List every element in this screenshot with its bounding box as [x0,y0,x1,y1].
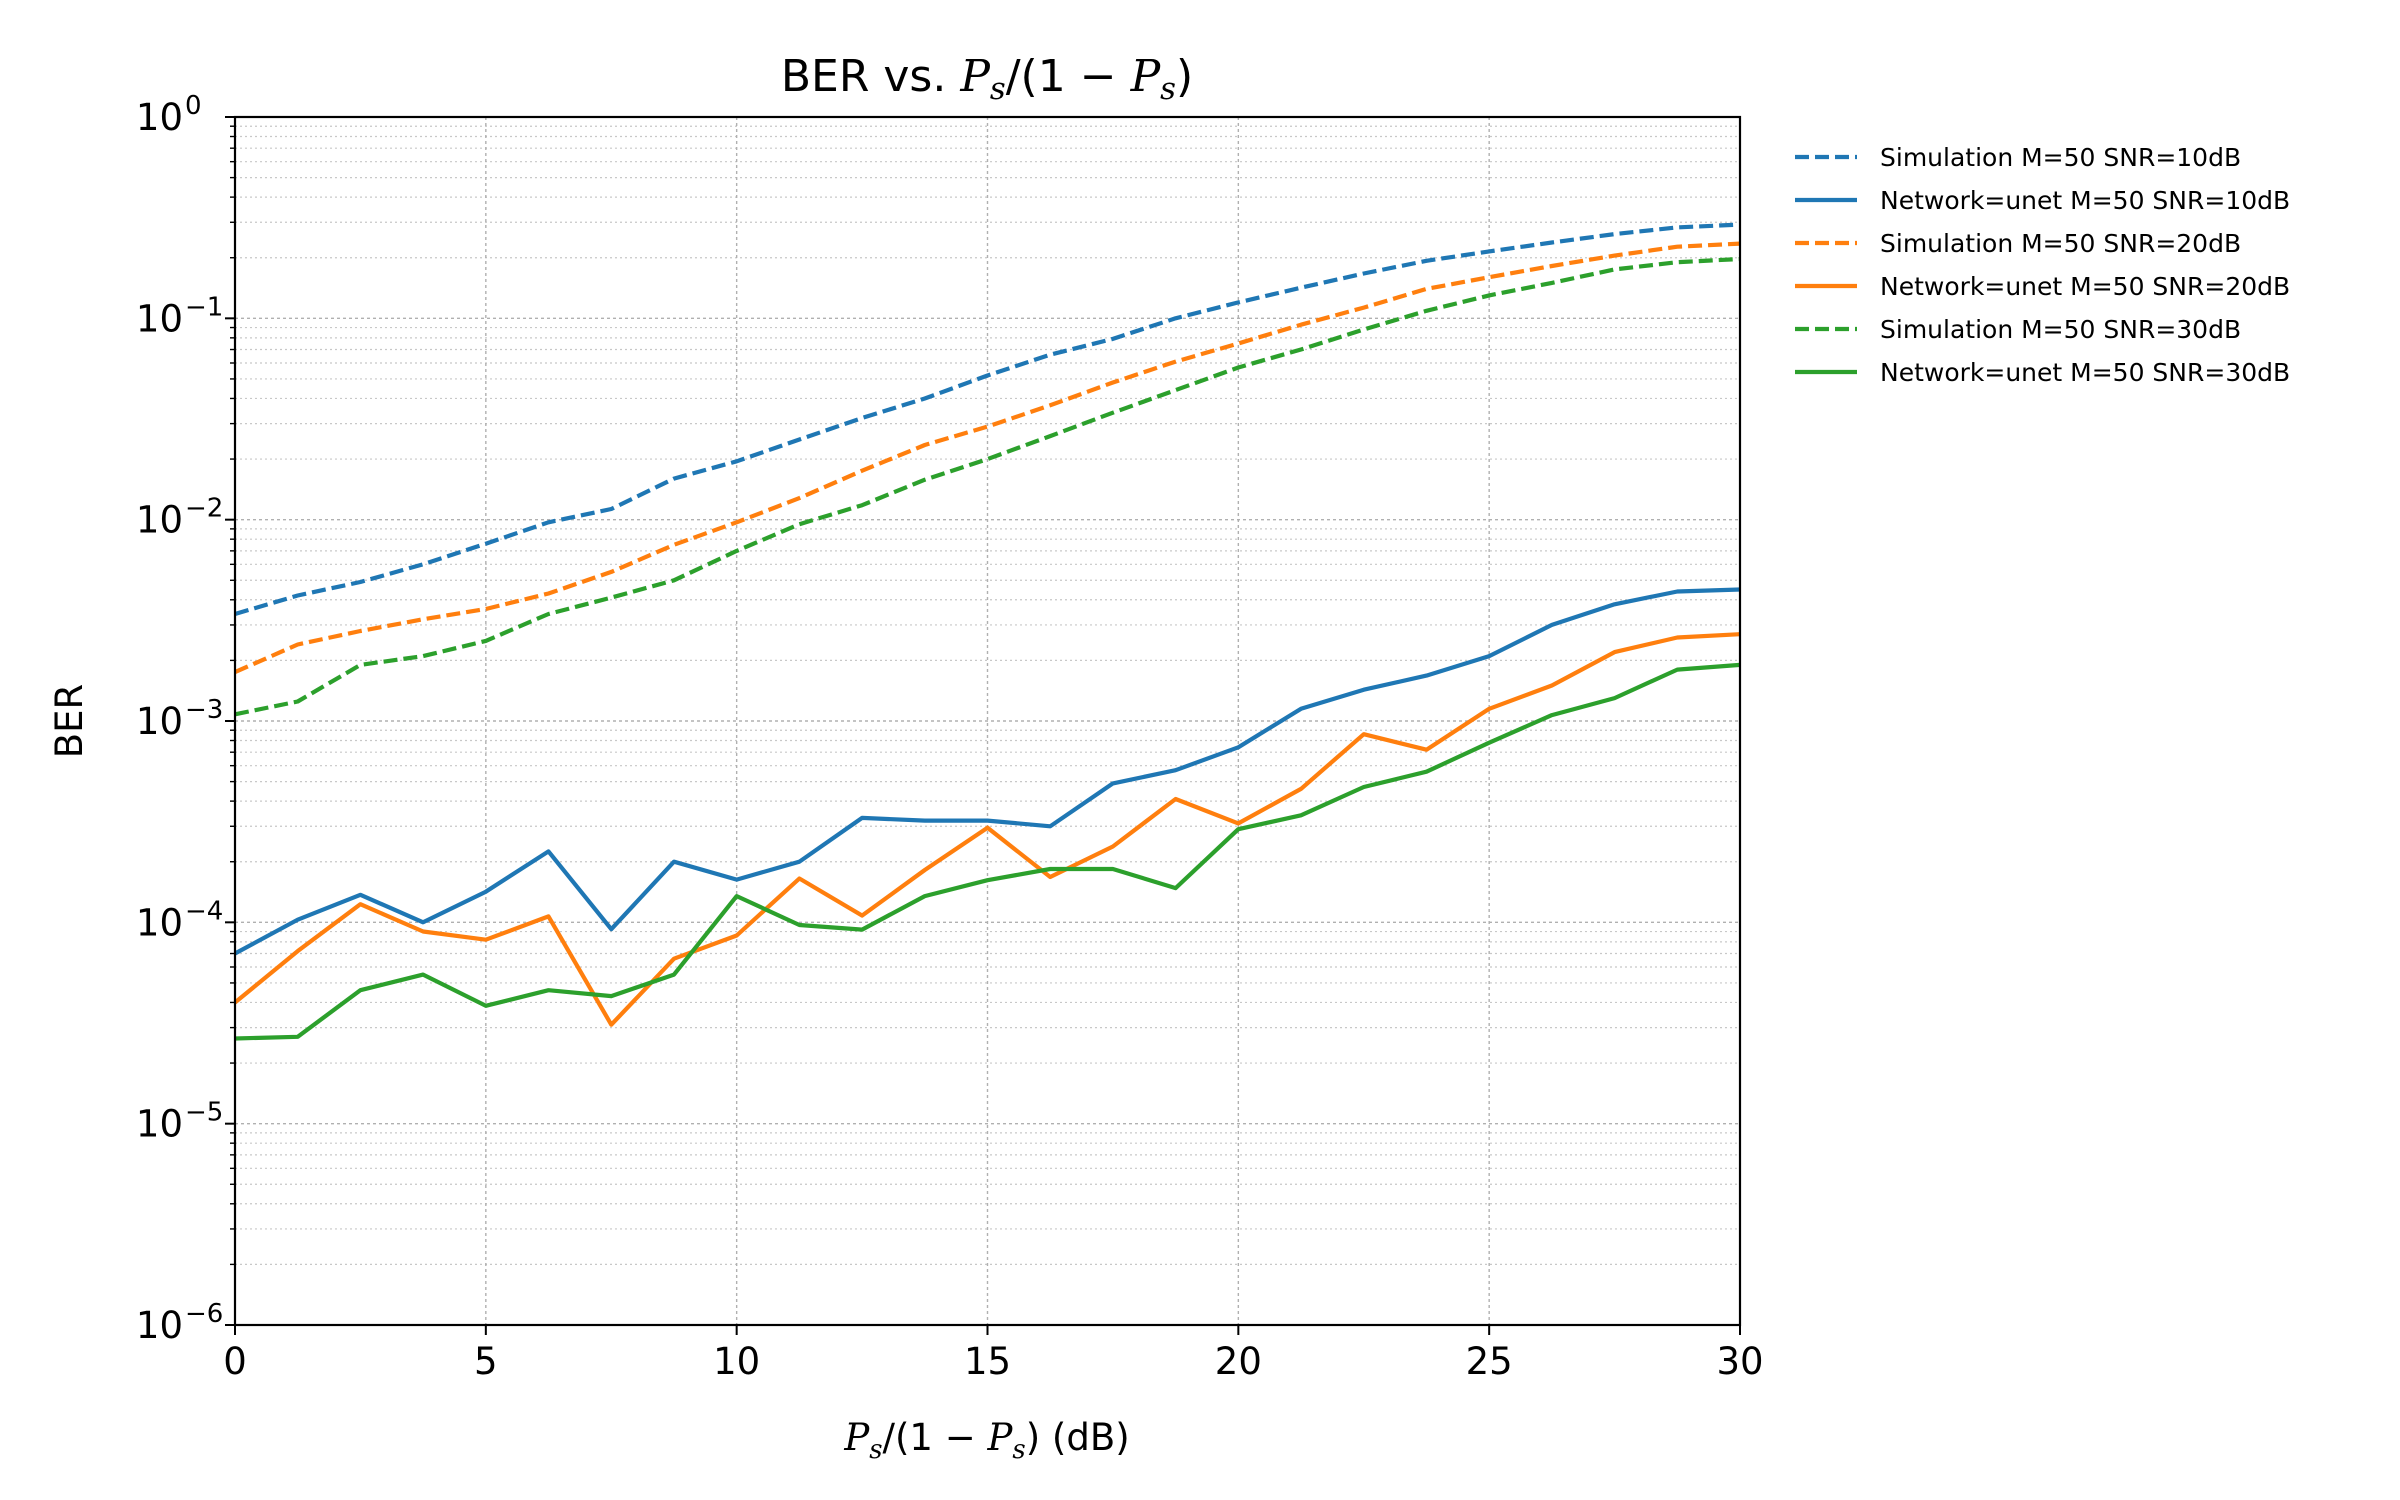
x-axis-label: Ps​/(1 − Ps​) (dB) [843,1416,1129,1465]
y-tick-label: 10−5 [136,1098,223,1146]
legend-label: Network=unet M=50 SNR=20dB [1880,272,2290,301]
legend-label: Network=unet M=50 SNR=10dB [1880,186,2290,215]
x-tick-label: 30 [1716,1340,1763,1383]
series-line-4 [233,632,1741,1027]
y-tick-label: 100 [136,91,202,139]
y-tick-label: 10−2 [136,494,223,542]
x-tick-label: 20 [1215,1340,1262,1383]
x-tick-label: 5 [474,1340,498,1383]
legend-label: Simulation M=50 SNR=10dB [1880,143,2241,172]
series-line-2 [234,587,1741,956]
series-line-6 [234,662,1741,1041]
legend-label: Simulation M=50 SNR=30dB [1880,315,2241,344]
legend: Simulation M=50 SNR=10dB Network=unet M=5… [1795,143,2290,387]
legend-label: Network=unet M=50 SNR=30dB [1880,358,2290,387]
legend-item-5: Simulation M=50 SNR=30dB [1795,315,2241,344]
series-layer [233,222,1741,1041]
legend-item-3: Simulation M=50 SNR=20dB [1795,229,2241,258]
y-tick-label: 10−3 [136,695,223,743]
y-axis-label: BER [48,684,91,758]
legend-item-6: Network=unet M=50 SNR=30dB [1795,358,2290,387]
y-tick-label: 10−1 [136,292,223,340]
axis-tick-labels: 0 5 10 15 20 25 30 100 10−1 10−2 10−3 10−4 10−5 10−6 [136,91,1764,1383]
legend-label: Simulation M=50 SNR=20dB [1880,229,2241,258]
series-line-5 [234,256,1741,717]
axis-ticks [225,116,1741,1335]
series-line-1 [234,222,1741,617]
legend-item-1: Simulation M=50 SNR=10dB [1795,143,2241,172]
y-tick-label: 10−6 [136,1299,223,1347]
legend-item-2: Network=unet M=50 SNR=10dB [1795,186,2290,215]
y-tick-label: 10−4 [136,896,223,944]
x-tick-label: 10 [713,1340,760,1383]
chart-title: BER vs. Ps​/(1 − Ps​) [781,51,1193,107]
x-tick-label: 0 [223,1340,247,1383]
legend-item-4: Network=unet M=50 SNR=20dB [1795,272,2290,301]
x-tick-label: 15 [964,1340,1011,1383]
x-tick-label: 25 [1466,1340,1513,1383]
